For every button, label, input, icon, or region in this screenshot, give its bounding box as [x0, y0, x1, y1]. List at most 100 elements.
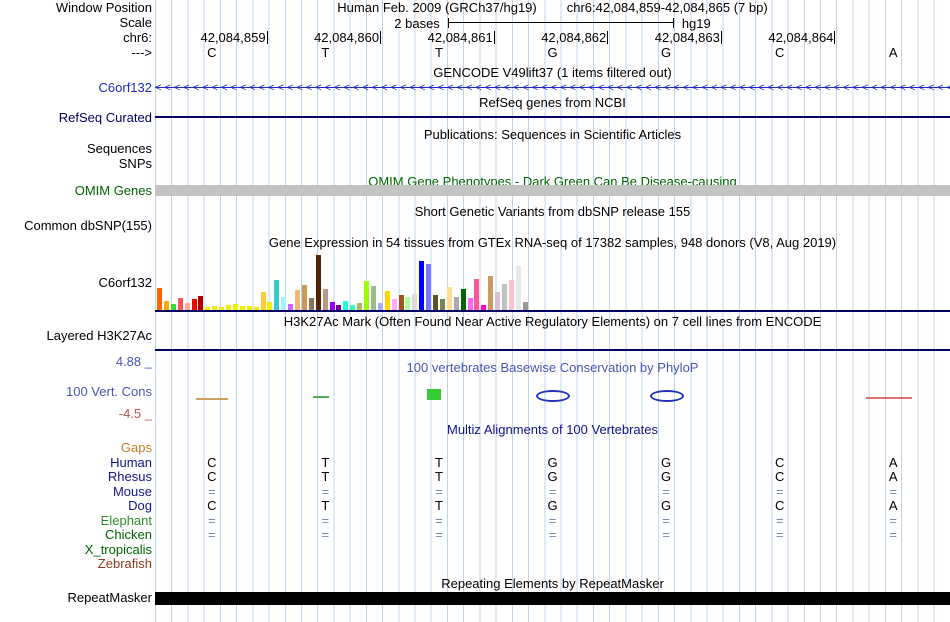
species-label-xtropicalis[interactable]: X_tropicalis: [84, 542, 152, 557]
gtex-expression-bar[interactable]: [288, 304, 294, 310]
base-cell: T: [434, 45, 443, 60]
gtex-expression-bar[interactable]: [515, 266, 521, 310]
gtex-expression-bar[interactable]: [439, 299, 445, 310]
gtex-expression-bar[interactable]: [205, 307, 211, 310]
base-cell: T: [321, 45, 330, 60]
gtex-expression-bar[interactable]: [426, 264, 432, 310]
gtex-expression-bar[interactable]: [412, 294, 418, 310]
gtex-expression-bar[interactable]: [508, 280, 514, 310]
gtex-expression-bar[interactable]: [184, 303, 190, 310]
base-cell: C: [207, 469, 217, 484]
gtex-expression-bar[interactable]: [322, 289, 328, 310]
multiz-row-human: Human C T T G G C A: [0, 456, 950, 470]
gtex-expression-bar[interactable]: [467, 298, 473, 310]
gtex-expression-bar[interactable]: [253, 307, 259, 310]
gtex-expression-bar[interactable]: [350, 305, 356, 310]
gtex-expression-bar[interactable]: [301, 285, 307, 310]
gtex-expression-bar[interactable]: [391, 299, 397, 310]
species-label-mouse[interactable]: Mouse: [112, 484, 152, 499]
gtex-expression-bar[interactable]: [460, 289, 466, 310]
gtex-expression-bar[interactable]: [495, 292, 501, 310]
base-cell: =: [321, 513, 330, 528]
gtex-expression-bar[interactable]: [522, 302, 528, 310]
common-dbsnp-label[interactable]: Common dbSNP(155): [24, 218, 152, 233]
gtex-expression-bar[interactable]: [157, 288, 162, 310]
gtex-expression-bar[interactable]: [226, 305, 231, 310]
gtex-expression-bar[interactable]: [177, 298, 183, 310]
gtex-expression-bar[interactable]: [453, 297, 459, 310]
multiz-row-chicken: Chicken = = = = = = =: [0, 528, 950, 542]
gtex-expression-bar[interactable]: [198, 296, 204, 310]
gtex-expression-bar[interactable]: [246, 306, 252, 310]
scale-assembly: hg19: [681, 15, 711, 31]
gtex-expression-bar[interactable]: [419, 261, 425, 310]
gtex-expression-bar[interactable]: [377, 303, 383, 310]
gtex-expression-bar[interactable]: [267, 302, 273, 310]
species-label-dog[interactable]: Dog: [128, 498, 152, 513]
omim-genes-label[interactable]: OMIM Genes: [74, 183, 152, 198]
gtex-expression-bar[interactable]: [232, 304, 238, 310]
repeatmasker-item-bar[interactable]: [155, 592, 950, 605]
gtex-expression-bar[interactable]: [308, 298, 314, 310]
multiz-row-xtropicalis: X_tropicalis: [0, 543, 950, 557]
gtex-expression-bar[interactable]: [364, 281, 369, 310]
layered-h3k27ac-label[interactable]: Layered H3K27Ac: [46, 328, 152, 343]
base-cell: T: [434, 455, 443, 470]
base-cell: T: [434, 498, 443, 513]
base-cell: T: [321, 455, 330, 470]
gtex-expression-bar[interactable]: [170, 304, 176, 310]
gtex-expression-bar[interactable]: [370, 286, 376, 310]
base-cell: G: [661, 45, 672, 60]
gtex-expression-bar[interactable]: [481, 305, 487, 310]
gencode-item-line[interactable]: [155, 87, 950, 88]
base-cell: =: [889, 513, 897, 528]
base-cell: =: [321, 527, 330, 542]
omim-gene-bar[interactable]: [155, 185, 950, 196]
gtex-expression-bar[interactable]: [433, 295, 438, 310]
gtex-expression-bar[interactable]: [488, 276, 494, 310]
gtex-expression-bar[interactable]: [336, 305, 342, 310]
gtex-expression-bar[interactable]: [295, 290, 300, 310]
gtex-expression-bar[interactable]: [315, 255, 321, 310]
gtex-expression-bar[interactable]: [163, 301, 169, 310]
base-cell: =: [775, 527, 784, 542]
publications-sequences-label[interactable]: Sequences: [86, 141, 152, 156]
gtex-expression-bar[interactable]: [281, 297, 287, 310]
gencode-item-label[interactable]: C6orf132: [98, 80, 152, 95]
base-cell: =: [207, 513, 216, 528]
gtex-expression-bar[interactable]: [446, 287, 452, 310]
gtex-expression-bar[interactable]: [398, 295, 404, 310]
gtex-gene-label[interactable]: C6orf132: [98, 275, 152, 290]
refseq-item-line[interactable]: [155, 116, 950, 118]
gtex-expression-bar[interactable]: [384, 291, 390, 310]
gtex-expression-bar[interactable]: [329, 302, 335, 310]
gtex-expression-bar[interactable]: [274, 280, 280, 310]
gtex-expression-bar[interactable]: [260, 292, 266, 310]
multiz-row-rhesus: Rhesus C T T G G C A: [0, 470, 950, 484]
vert-cons-label[interactable]: 100 Vert. Cons: [66, 384, 152, 399]
species-label-chicken[interactable]: Chicken: [105, 527, 152, 542]
repeatmasker-label[interactable]: RepeatMasker: [67, 590, 152, 605]
species-label-gaps[interactable]: Gaps: [120, 440, 152, 455]
gtex-expression-bar[interactable]: [212, 306, 218, 310]
refseq-curated-label[interactable]: RefSeq Curated: [58, 110, 152, 125]
gtex-expression-bar[interactable]: [343, 301, 349, 310]
coordinate-label: 42,084,863: [632, 31, 722, 44]
species-label-human[interactable]: Human: [110, 455, 152, 470]
publications-snps-label[interactable]: SNPs: [118, 156, 152, 171]
species-label-rhesus[interactable]: Rhesus: [107, 469, 152, 484]
species-label-elephant[interactable]: Elephant: [100, 513, 152, 528]
gtex-expression-chart: [157, 250, 537, 310]
base-cell: A: [888, 469, 898, 484]
gtex-expression-bar[interactable]: [357, 303, 363, 310]
gencode-direction-arrows[interactable]: <<<<<<<<<<<<<<<<<<<<<<<<<<<<<<<<<<<<<<<<…: [155, 82, 950, 94]
gtex-expression-bar[interactable]: [219, 307, 225, 310]
gtex-expression-bar[interactable]: [474, 279, 480, 310]
position-header: Human Feb. 2009 (GRCh37/hg19) chr6:42,08…: [155, 1, 950, 15]
gtex-expression-bar[interactable]: [191, 299, 197, 310]
gtex-expression-bar[interactable]: [502, 284, 507, 310]
gtex-expression-bar[interactable]: [239, 306, 245, 310]
species-label-zebrafish[interactable]: Zebrafish: [97, 556, 152, 571]
gtex-expression-bar[interactable]: [405, 297, 411, 310]
